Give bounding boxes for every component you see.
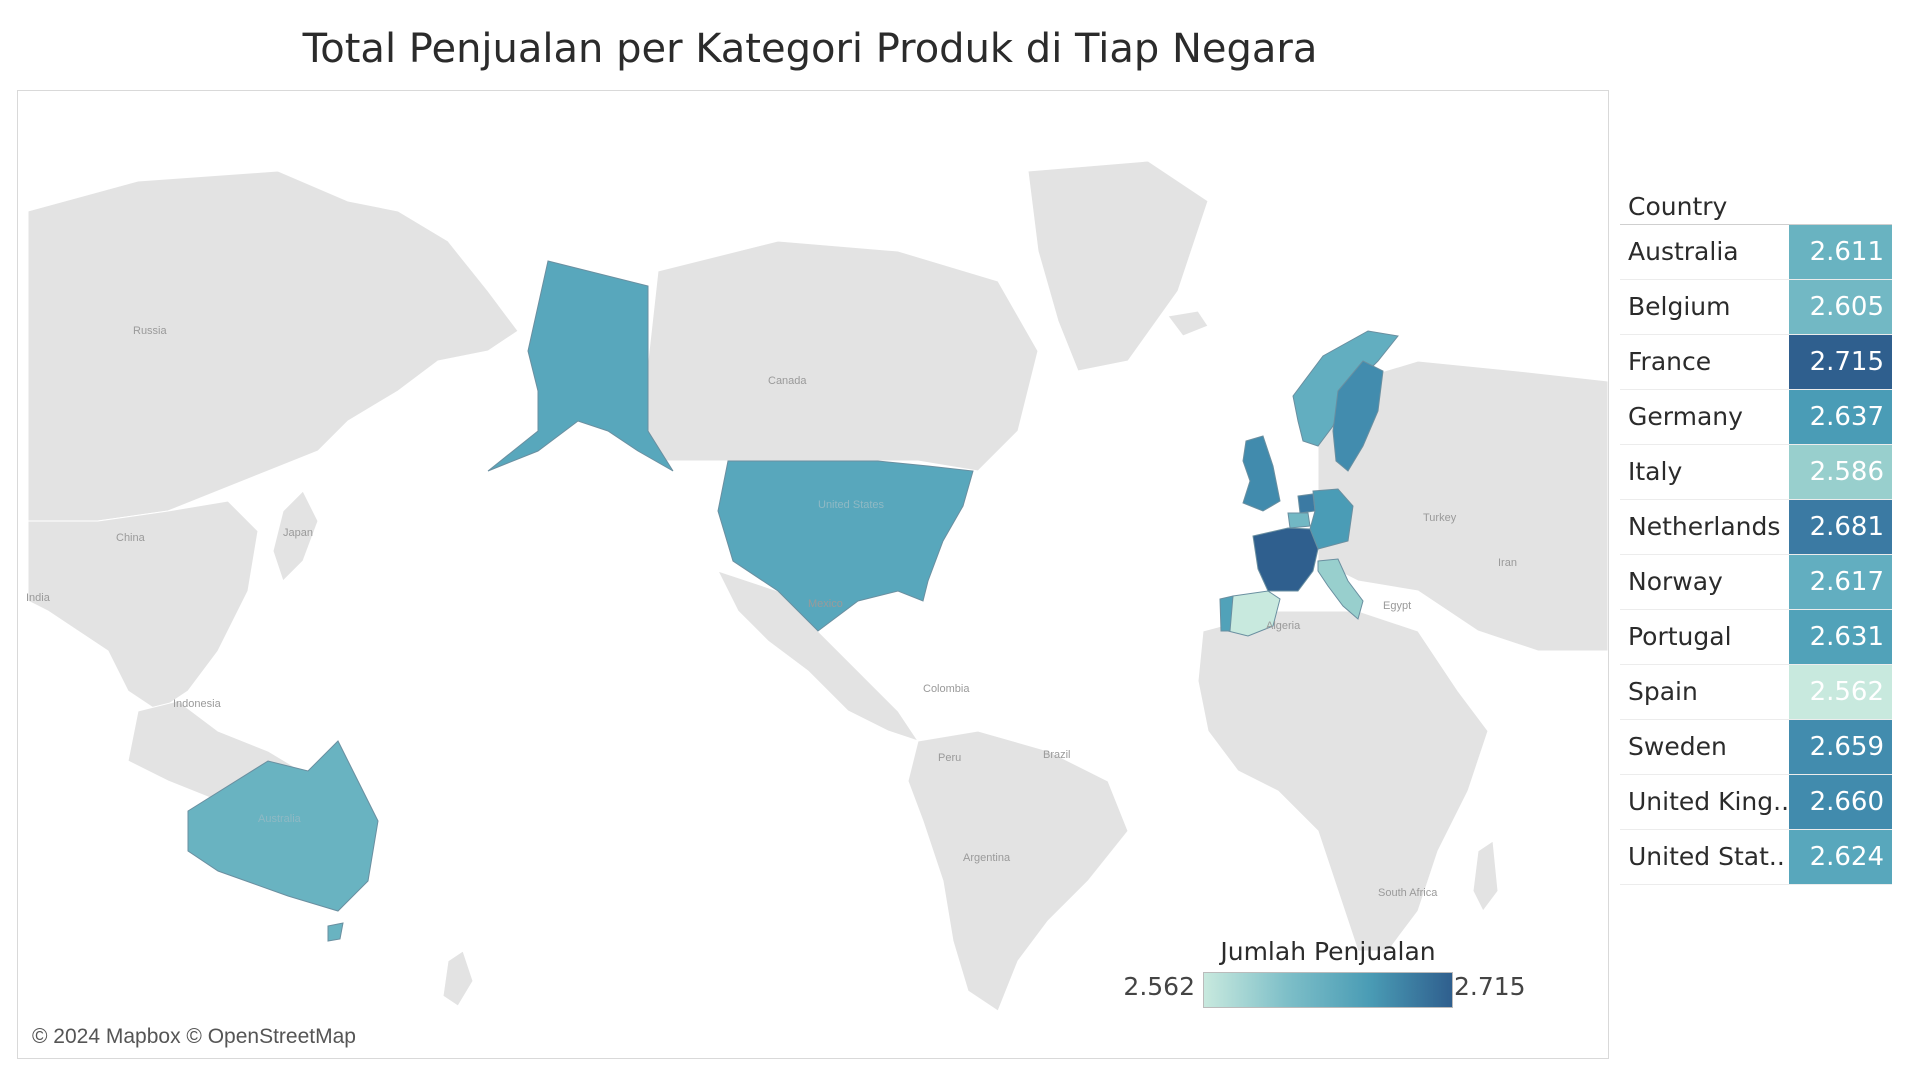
map-label-indonesia: Indonesia bbox=[173, 698, 222, 710]
table-header-country[interactable]: Country bbox=[1620, 190, 1892, 225]
country-table: Country Australia 2.611 Belgium 2.605 France… bbox=[1620, 190, 1892, 885]
country-name: France bbox=[1628, 347, 1712, 376]
country-name: United Stat.. bbox=[1628, 842, 1785, 871]
country-italy bbox=[1317, 558, 1364, 620]
map-label-canada: Canada bbox=[768, 375, 807, 387]
map-label-brazil: Brazil bbox=[1043, 749, 1071, 761]
table-row[interactable]: Italy 2.586 bbox=[1620, 445, 1892, 500]
land-russia bbox=[27, 170, 519, 522]
country-name: Portugal bbox=[1628, 622, 1732, 651]
map-canvas: Russia Canada China Japan India Indonesi… bbox=[26, 160, 1608, 1012]
sales-value-cell: 2.611 bbox=[1788, 225, 1892, 279]
table-row[interactable]: Portugal 2.631 bbox=[1620, 610, 1892, 665]
table-rows: Australia 2.611 Belgium 2.605 France 2.715 Ger… bbox=[1620, 225, 1892, 885]
table-row[interactable]: United King.. 2.660 bbox=[1620, 775, 1892, 830]
map-label-iran: Iran bbox=[1498, 557, 1517, 569]
chart-title: Total Penjualan per Kategori Produk di T… bbox=[302, 26, 1318, 72]
country-united-kingdom bbox=[1242, 435, 1281, 512]
country-france bbox=[1252, 527, 1319, 592]
map-label-japan: Japan bbox=[283, 527, 313, 539]
country-name: Germany bbox=[1628, 402, 1743, 431]
country-name: Spain bbox=[1628, 677, 1698, 706]
country-name: Sweden bbox=[1628, 732, 1727, 761]
country-germany bbox=[1309, 488, 1354, 550]
sales-value-cell: 2.681 bbox=[1788, 500, 1892, 554]
land-south-america bbox=[907, 730, 1129, 1012]
map-label-australia: Australia bbox=[258, 813, 302, 825]
country-netherlands bbox=[1297, 493, 1316, 514]
map-label-india: India bbox=[26, 592, 51, 604]
land-greenland bbox=[1027, 160, 1209, 372]
sales-value-cell: 2.631 bbox=[1788, 610, 1892, 664]
country-alaska bbox=[487, 260, 674, 472]
map-labels: Russia Canada China Japan India Indonesi… bbox=[26, 325, 1517, 899]
land-africa bbox=[1197, 610, 1489, 952]
legend-min-label: 2.562 bbox=[1123, 972, 1195, 1001]
land-new-zealand bbox=[442, 950, 474, 1007]
sales-value-cell: 2.562 bbox=[1788, 665, 1892, 719]
map-label-mexico: Mexico bbox=[808, 598, 843, 610]
table-row[interactable]: Netherlands 2.681 bbox=[1620, 500, 1892, 555]
base-land bbox=[27, 160, 1608, 1012]
land-madagascar bbox=[1472, 840, 1499, 912]
map-label-peru: Peru bbox=[938, 752, 961, 764]
legend-title: Jumlah Penjualan bbox=[1220, 937, 1436, 966]
highlighted-countries bbox=[187, 260, 1399, 942]
land-canada bbox=[637, 240, 1039, 472]
table-row[interactable]: Norway 2.617 bbox=[1620, 555, 1892, 610]
country-australia bbox=[187, 740, 379, 912]
sales-value-cell: 2.659 bbox=[1788, 720, 1892, 774]
map-label-united-states: United States bbox=[818, 499, 885, 511]
map-label-colombia: Colombia bbox=[923, 683, 970, 695]
country-name: Norway bbox=[1628, 567, 1723, 596]
sales-value-cell: 2.637 bbox=[1788, 390, 1892, 444]
sales-value-cell: 2.586 bbox=[1788, 445, 1892, 499]
land-iceland bbox=[1167, 310, 1209, 337]
legend-max-label: 2.715 bbox=[1454, 972, 1526, 1001]
country-tasmania bbox=[327, 922, 344, 942]
country-name: Australia bbox=[1628, 237, 1739, 266]
map-label-algeria: Algeria bbox=[1266, 620, 1301, 632]
table-row[interactable]: Australia 2.611 bbox=[1620, 225, 1892, 280]
sales-value-cell: 2.715 bbox=[1788, 335, 1892, 389]
sales-value-cell: 2.624 bbox=[1788, 830, 1892, 884]
table-row[interactable]: Belgium 2.605 bbox=[1620, 280, 1892, 335]
table-row[interactable]: United Stat.. 2.624 bbox=[1620, 830, 1892, 885]
country-sweden bbox=[1332, 360, 1384, 472]
country-name: Italy bbox=[1628, 457, 1683, 486]
sales-value-cell: 2.660 bbox=[1788, 775, 1892, 829]
map-label-egypt: Egypt bbox=[1383, 600, 1411, 612]
country-name: United King.. bbox=[1628, 787, 1789, 816]
map-label-turkey: Turkey bbox=[1423, 512, 1457, 524]
country-name: Netherlands bbox=[1628, 512, 1781, 541]
land-japan bbox=[272, 490, 319, 582]
table-row[interactable]: Spain 2.562 bbox=[1620, 665, 1892, 720]
country-portugal bbox=[1219, 595, 1234, 632]
map-label-china: China bbox=[116, 532, 146, 544]
table-row[interactable]: Sweden 2.659 bbox=[1620, 720, 1892, 775]
legend-color-ramp bbox=[1203, 972, 1453, 1008]
land-china-india bbox=[27, 500, 259, 712]
map-label-russia: Russia bbox=[133, 325, 168, 337]
table-row[interactable]: France 2.715 bbox=[1620, 335, 1892, 390]
world-map[interactable]: Russia Canada China Japan India Indonesi… bbox=[17, 90, 1609, 1059]
sales-value-cell: 2.617 bbox=[1788, 555, 1892, 609]
map-label-south-africa: South Africa bbox=[1378, 887, 1438, 899]
sales-value-cell: 2.605 bbox=[1788, 280, 1892, 334]
map-attribution[interactable]: © 2024 Mapbox © OpenStreetMap bbox=[28, 1024, 360, 1050]
country-name: Belgium bbox=[1628, 292, 1731, 321]
map-label-argentina: Argentina bbox=[963, 852, 1011, 864]
country-united-states bbox=[717, 460, 974, 632]
table-row[interactable]: Germany 2.637 bbox=[1620, 390, 1892, 445]
country-belgium bbox=[1287, 512, 1311, 529]
